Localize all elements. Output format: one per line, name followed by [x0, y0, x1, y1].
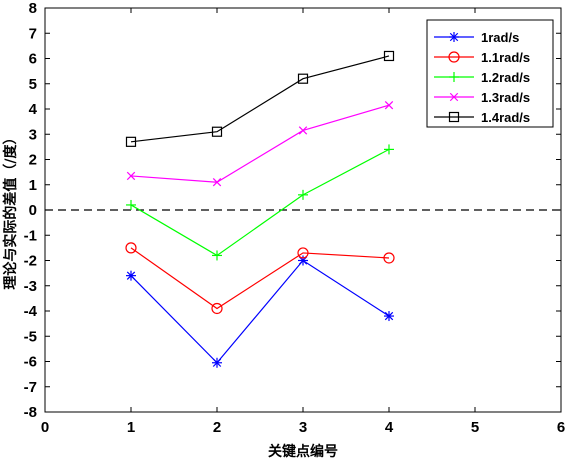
y-tick-label: 0 [29, 202, 37, 219]
x-tick-label: 6 [557, 419, 565, 436]
series-5 [125, 50, 395, 147]
marker-shape [298, 126, 308, 135]
data-point [212, 357, 222, 368]
series-line [130, 55, 390, 143]
data-point [298, 189, 308, 200]
data-point [384, 101, 394, 110]
marker-shape [212, 178, 222, 187]
data-point [126, 270, 136, 281]
x-axis-label: 关键点编号 [268, 443, 338, 460]
data-point [298, 126, 308, 135]
x-tick-label: 2 [213, 419, 221, 436]
marker-shape [449, 32, 459, 42]
legend-label: 1.1rad/s [481, 50, 530, 65]
marker-shape [211, 126, 223, 137]
marker-shape [126, 271, 136, 280]
x-tick-label: 1 [127, 419, 135, 436]
y-tick-label: -4 [24, 303, 38, 320]
legend-item: 1.4rad/s [434, 110, 530, 125]
legend-marker [449, 32, 459, 42]
legend-item: 1.2rad/s [434, 70, 530, 85]
series-layer [125, 50, 395, 368]
data-point [211, 126, 223, 137]
y-tick-label: -8 [24, 404, 37, 421]
legend-marker [448, 51, 460, 63]
y-tick-label: -3 [24, 278, 37, 295]
data-point [126, 199, 136, 210]
y-tick-label: 2 [29, 152, 37, 169]
y-tick-label: 4 [29, 101, 38, 118]
series-2 [125, 242, 395, 315]
marker-shape [383, 50, 395, 62]
y-tick-label: 7 [29, 25, 37, 42]
y-tick-label: 3 [29, 126, 37, 143]
legend-item: 1.3rad/s [434, 90, 530, 105]
legend-marker [448, 111, 460, 123]
y-tick-label: -2 [24, 253, 37, 270]
data-point [212, 178, 222, 187]
series-line [130, 247, 390, 310]
series-4 [126, 101, 394, 187]
marker-shape [384, 311, 394, 321]
series-line [130, 148, 390, 257]
axis-ticks: 0 1 2 3 4 5 6 -8 -7 -6 -5 -4 -3 -2 -1 0 1 2 3 4 5 6 7 8 [24, 0, 566, 436]
marker-shape [211, 302, 223, 315]
y-axis-label: 理论与实际的差值（/度） [2, 130, 19, 289]
data-point [212, 250, 222, 261]
y-tick-label: -5 [24, 328, 37, 345]
marker-shape [126, 171, 136, 181]
marker-shape [448, 51, 460, 63]
legend-box [426, 19, 554, 128]
data-point [384, 311, 394, 322]
series-1 [126, 255, 394, 368]
y-tick-label: -6 [24, 354, 37, 371]
series-line [130, 259, 390, 364]
marker-shape [212, 358, 222, 367]
y-tick-label: 6 [29, 51, 37, 68]
data-point [125, 242, 137, 254]
data-point [297, 247, 309, 259]
x-tick-label: 5 [471, 419, 479, 436]
y-tick-label: 8 [29, 0, 37, 17]
marker-shape [384, 101, 394, 110]
data-point [383, 252, 395, 264]
marker-shape [297, 73, 309, 84]
marker-shape [297, 247, 309, 259]
y-tick-label: 1 [29, 177, 37, 194]
marker-shape [383, 252, 395, 264]
x-tick-label: 0 [41, 419, 49, 436]
marker-shape [449, 92, 459, 102]
y-tick-label: 5 [29, 76, 37, 93]
marker-shape [125, 242, 137, 254]
marker-shape [125, 136, 137, 147]
marker-shape [448, 111, 460, 123]
legend-item: 1.1rad/s [434, 50, 530, 65]
y-tick-label: -7 [24, 379, 37, 396]
legend-label: 1.2rad/s [481, 70, 530, 85]
legend-label: 1rad/s [481, 30, 519, 45]
legend-label: 1.4rad/s [481, 110, 530, 125]
data-point [297, 73, 309, 84]
data-point [125, 136, 137, 147]
data-point [126, 171, 136, 181]
data-point [383, 50, 395, 62]
marker-shape [298, 256, 308, 265]
x-tick-label: 4 [385, 419, 394, 436]
legend-label: 1.3rad/s [481, 90, 530, 105]
legend-item: 1rad/s [434, 30, 519, 45]
series-3 [126, 144, 394, 261]
legend-marker [449, 72, 459, 82]
series-line [130, 104, 390, 183]
data-point [298, 255, 308, 266]
data-point [384, 144, 394, 155]
legend-marker [449, 92, 459, 102]
data-point [211, 302, 223, 315]
x-tick-label: 3 [299, 419, 307, 436]
legend: 1rad/s 1.1rad/s 1.2rad/s 1.3rad/s 1.4rad/s [426, 19, 554, 128]
y-tick-label: -1 [24, 227, 37, 244]
